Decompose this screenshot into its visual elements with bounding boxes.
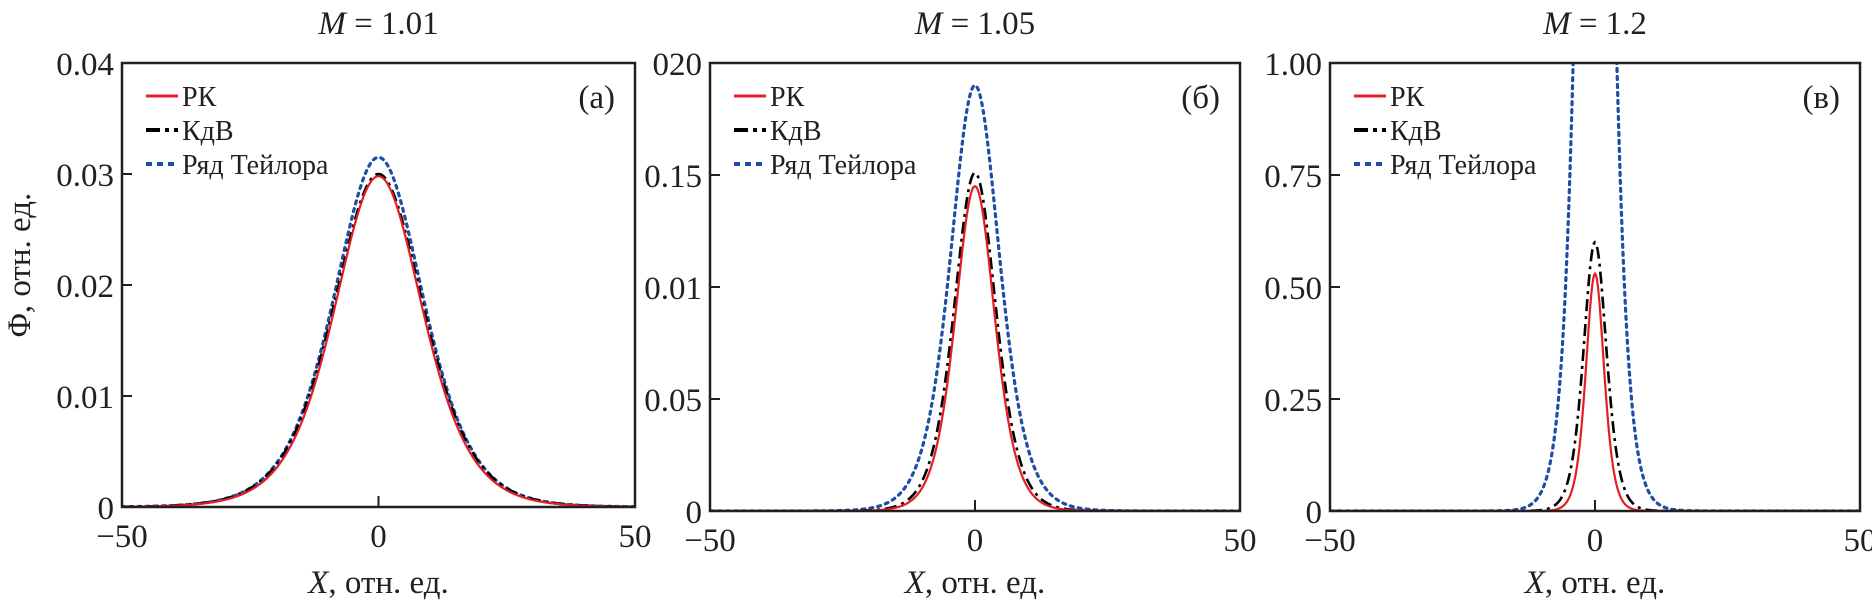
series-line-dashdot <box>122 172 635 507</box>
x-axis-units: , отн. ед. <box>1545 565 1665 601</box>
curves <box>122 155 635 507</box>
legend-label: Ряд Тейлора <box>182 150 329 181</box>
panel-tag: (а) <box>578 80 615 116</box>
title-variable: M <box>1542 6 1572 42</box>
x-tick-label: 50 <box>1844 523 1872 559</box>
y-tick-label: 0.04 <box>56 47 114 83</box>
y-tick-label: 020 <box>653 47 703 83</box>
panel-title: M = 1.2 <box>1542 6 1647 42</box>
y-tick-label: 0.25 <box>1264 383 1322 419</box>
y-tick-label: 0.02 <box>56 269 114 305</box>
title-value: = 1.01 <box>346 6 439 42</box>
series-line-solid <box>1330 271 1860 511</box>
series-line-dotted <box>122 155 635 507</box>
x-axis-label: X, отн. ед. <box>1523 565 1666 601</box>
x-axis-variable: X <box>903 565 927 601</box>
x-axis-label: X, отн. ед. <box>903 565 1046 601</box>
legend-label: РК <box>182 82 217 113</box>
y-tick-label: 0.50 <box>1264 271 1322 307</box>
x-tick-label: −50 <box>1304 523 1356 559</box>
series-line-dotted <box>1330 63 1860 511</box>
x-tick-label: 0 <box>370 519 387 555</box>
panel-c: M = 1.200.250.500.751.00−50 0 50X, отн. ед… <box>1264 6 1872 601</box>
x-tick-label: −50 <box>684 523 736 559</box>
series-line-dashdot <box>710 171 1240 511</box>
x-axis-variable: X <box>306 565 330 601</box>
legend-label: КдВ <box>182 116 234 147</box>
curves <box>1330 63 1860 511</box>
x-axis-units: , отн. ед. <box>328 565 448 601</box>
title-variable: M <box>914 6 944 42</box>
x-axis-label: X, отн. ед. <box>306 565 449 601</box>
legend-label: Ряд Тейлора <box>770 150 917 181</box>
panel-title: M = 1.05 <box>914 6 1035 42</box>
x-tick-label: 0 <box>1587 523 1604 559</box>
title-value: = 1.2 <box>1571 6 1647 42</box>
title-variable: M <box>317 6 347 42</box>
y-tick-label: 0 <box>686 495 703 531</box>
series-line-solid <box>122 175 635 507</box>
legend-label: РК <box>1390 82 1425 113</box>
x-tick-label: 50 <box>1224 523 1257 559</box>
series-line-dashdot <box>1330 240 1860 511</box>
y-tick-label: 0.15 <box>644 159 702 195</box>
legend-label: КдВ <box>770 116 822 147</box>
y-tick-label: 0.01 <box>56 380 114 416</box>
y-tick-label: 0.01 <box>644 271 702 307</box>
legend-label: КдВ <box>1390 116 1442 147</box>
series-line-solid <box>710 185 1240 511</box>
title-value: = 1.05 <box>942 6 1035 42</box>
x-tick-label: −50 <box>96 519 148 555</box>
legend-label: РК <box>770 82 805 113</box>
x-axis-units: , отн. ед. <box>925 565 1045 601</box>
panel-tag: (в) <box>1802 80 1840 116</box>
y-tick-label: 0.03 <box>56 158 114 194</box>
legend-label: Ряд Тейлора <box>1390 150 1537 181</box>
y-tick-label: 0 <box>1306 495 1323 531</box>
panel-title: M = 1.01 <box>317 6 438 42</box>
y-tick-label: 1.00 <box>1264 47 1322 83</box>
x-tick-label: 0 <box>967 523 984 559</box>
x-axis-variable: X <box>1523 565 1547 601</box>
x-tick-label: 50 <box>619 519 652 555</box>
y-tick-label: 0.05 <box>644 383 702 419</box>
y-axis-label: Φ, отн. ед. <box>2 193 38 338</box>
panel-tag: (б) <box>1181 80 1220 116</box>
y-tick-label: 0 <box>98 491 115 527</box>
y-tick-label: 0.75 <box>1264 159 1322 195</box>
